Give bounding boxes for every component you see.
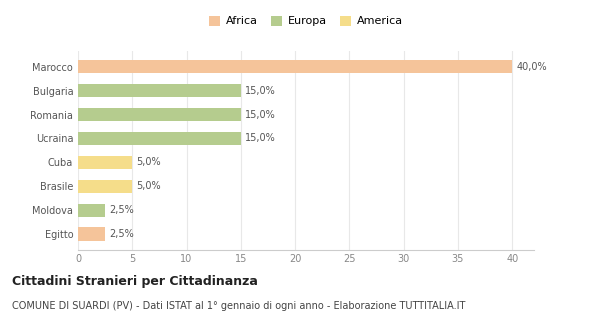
Text: 40,0%: 40,0% <box>517 62 547 72</box>
Text: Cittadini Stranieri per Cittadinanza: Cittadini Stranieri per Cittadinanza <box>12 275 258 288</box>
Text: 15,0%: 15,0% <box>245 86 276 96</box>
Text: COMUNE DI SUARDI (PV) - Dati ISTAT al 1° gennaio di ogni anno - Elaborazione TUT: COMUNE DI SUARDI (PV) - Dati ISTAT al 1°… <box>12 301 466 311</box>
Bar <box>78 132 241 145</box>
Bar <box>78 204 105 217</box>
Bar <box>78 108 241 121</box>
Text: 15,0%: 15,0% <box>245 133 276 143</box>
Bar <box>78 60 512 73</box>
Bar <box>78 156 132 169</box>
Bar <box>78 228 105 241</box>
Text: 5,0%: 5,0% <box>137 157 161 167</box>
Text: 2,5%: 2,5% <box>109 205 134 215</box>
Legend: Africa, Europa, America: Africa, Europa, America <box>206 12 406 30</box>
Text: 5,0%: 5,0% <box>137 181 161 191</box>
Text: 2,5%: 2,5% <box>109 229 134 239</box>
Bar <box>78 84 241 97</box>
Bar <box>78 180 132 193</box>
Text: 15,0%: 15,0% <box>245 109 276 120</box>
